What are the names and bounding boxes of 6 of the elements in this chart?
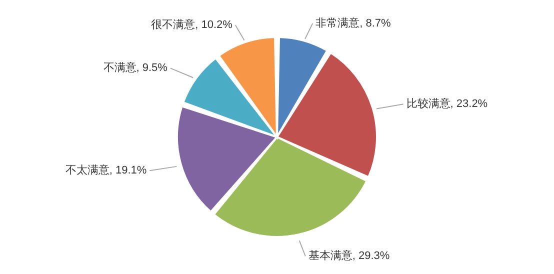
slice-label: 不满意, 9.5%	[103, 61, 168, 74]
slice-label: 基本满意, 29.3%	[308, 249, 390, 262]
slice-label: 非常满意, 8.7%	[316, 16, 392, 30]
slice-label: 不太满意, 19.1%	[65, 164, 147, 177]
slice-label: 很不满意, 10.2%	[151, 18, 233, 32]
slice-label: 比较满意, 23.2%	[406, 97, 488, 110]
